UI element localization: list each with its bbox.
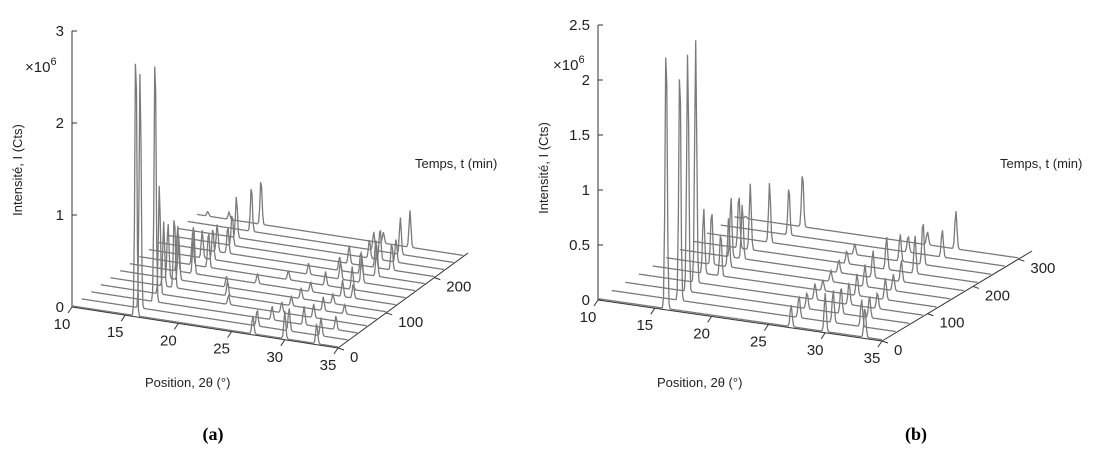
spectrum-trace <box>187 189 454 264</box>
x-axis <box>597 299 883 342</box>
x-axis-label: Position, 2θ (°) <box>145 375 230 390</box>
spectrum-trace <box>139 232 406 299</box>
time-tick-label: 200 <box>985 287 1010 304</box>
x-tick-label: 30 <box>266 349 283 366</box>
x-tick-label: 15 <box>636 317 653 334</box>
spectrum-trace <box>611 79 896 333</box>
time-axis-label: Temps, t (min) <box>415 156 497 171</box>
x-tick-label: 35 <box>864 350 881 367</box>
x-tick <box>120 314 126 322</box>
z-axis-label: Intensité, I (Cts) <box>536 122 551 214</box>
x-tick-label: 25 <box>213 341 230 358</box>
spectrum-trace <box>197 182 464 257</box>
x-tick <box>877 340 883 348</box>
x-tick <box>173 323 179 330</box>
x-tick <box>820 332 826 340</box>
z-tick-label: 2 <box>56 115 64 132</box>
x-tick <box>227 331 233 338</box>
exponent-label: ×106 <box>25 56 57 76</box>
spectrum-trace <box>91 66 358 334</box>
z-axis-label: Intensité, I (Cts) <box>10 124 25 216</box>
time-tick <box>434 277 441 281</box>
chart-panel-a: 0 1 2 3 10 15 20 25 30 35 0 100 200 Intensité, I (Cts… <box>10 23 497 445</box>
x-tick <box>650 307 656 315</box>
time-tick <box>337 347 345 351</box>
time-tick <box>927 313 934 317</box>
spectrum-trace <box>625 54 910 324</box>
exponent-label: ×106 <box>553 54 585 74</box>
x-axis <box>71 306 339 349</box>
time-tick-label: 200 <box>446 279 471 296</box>
spectrum-trace <box>666 214 951 300</box>
time-axis <box>337 252 469 349</box>
x-tick <box>593 299 599 307</box>
z-tick-label: 1.5 <box>569 127 590 144</box>
spectrum-trace <box>597 57 883 341</box>
time-axis <box>881 250 1033 342</box>
z-tick-label: 1 <box>582 182 590 199</box>
x-tick <box>707 316 713 323</box>
spectrum-trace <box>119 224 387 313</box>
time-tick-label: 0 <box>350 349 358 366</box>
spectrum-trace <box>652 208 937 308</box>
time-tick-label: 0 <box>894 342 902 359</box>
time-tick-label: 100 <box>939 315 964 332</box>
x-tick-label: 15 <box>107 324 124 341</box>
z-tick-label: 0.5 <box>569 237 590 254</box>
spectrum-trace <box>177 196 445 271</box>
x-tick <box>763 324 769 331</box>
spectrum-trace <box>158 224 425 285</box>
z-tick-label: 1 <box>56 207 64 224</box>
time-tick <box>1018 258 1025 262</box>
x-tick-label: 20 <box>693 325 710 342</box>
spectrum-trace <box>148 229 416 292</box>
x-tick-label: 35 <box>320 357 337 374</box>
spectrum-trace <box>720 189 1005 267</box>
spectrum-trace <box>129 226 396 306</box>
z-tick-label: 0 <box>56 299 64 316</box>
z-tick-label: 3 <box>56 23 64 40</box>
x-axis-label: Position, 2θ (°) <box>657 375 742 390</box>
x-tick <box>67 306 73 314</box>
spectrum-trace <box>638 40 923 316</box>
panel-caption: (a) <box>203 424 224 445</box>
x-tick-label: 20 <box>160 332 177 349</box>
x-tick-label: 10 <box>54 316 71 333</box>
x-tick <box>280 339 286 347</box>
spectrum-trace <box>734 176 1019 259</box>
panel-caption: (b) <box>905 424 927 445</box>
chart-panel-b: 0 0.5 1 1.5 2 2.5 10 15 20 25 30 35 0 100 200 300 Intens… <box>536 17 1082 445</box>
spectrum-trace <box>706 183 992 275</box>
x-tick-label: 10 <box>580 309 597 326</box>
time-tick-label: 300 <box>1030 260 1055 277</box>
spectrum-trace <box>100 185 368 327</box>
z-tick-label: 0 <box>582 292 590 309</box>
x-tick-label: 30 <box>807 342 824 359</box>
time-tick <box>385 312 393 316</box>
z-tick-label: 2.5 <box>569 17 590 34</box>
time-tick-label: 100 <box>398 314 423 331</box>
time-tick <box>972 285 980 289</box>
time-tick <box>881 340 889 344</box>
spectrum-trace <box>110 220 377 320</box>
z-tick-label: 2 <box>582 72 590 89</box>
spectrum-trace <box>81 73 348 341</box>
x-tick-label: 25 <box>750 334 767 351</box>
spectrum-trace <box>168 215 435 278</box>
spectrum-trace <box>71 63 339 348</box>
x-tick <box>333 347 339 355</box>
time-axis-label: Temps, t (min) <box>1000 156 1082 171</box>
